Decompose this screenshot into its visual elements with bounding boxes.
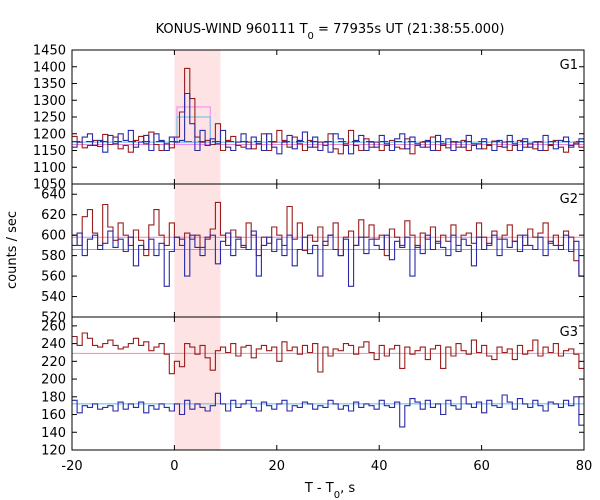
y-tick-label: 1450 — [33, 44, 66, 59]
panels: 105011001150120012501300135014001450G152… — [33, 44, 592, 475]
chart-title-rest: = 77935s UT (21:38:55.000) — [314, 22, 504, 37]
y-axis-label: counts / sec — [5, 211, 20, 289]
y-tick-label: 580 — [41, 249, 66, 264]
series-curve-red — [72, 332, 584, 375]
series-curve-blue — [72, 230, 584, 287]
x-axis-label: T - T0, s — [304, 481, 355, 500]
panel-label: G3 — [560, 325, 578, 340]
y-tick-label: 1200 — [33, 127, 66, 142]
burst-level-box — [176, 116, 211, 143]
chart-title: KONUS-WIND 960111 T0 = 77935s UT (21:38:… — [156, 22, 505, 42]
y-tick-label: 160 — [41, 408, 66, 423]
panel-frame — [71, 316, 585, 451]
y-tick-label: 1100 — [33, 161, 66, 176]
y-tick-label: 180 — [41, 390, 66, 405]
burst-interval-shade — [174, 184, 221, 317]
y-tick-label: 1250 — [33, 111, 66, 126]
x-axis-label-rest: , s — [340, 481, 355, 496]
x-tick-label: 60 — [473, 459, 490, 474]
y-tick-label: 1400 — [33, 60, 66, 75]
y-tick-label: 600 — [41, 229, 66, 244]
burst-interval-shade — [174, 317, 221, 450]
panel-g3: 120 140 160 180 200 220 240 260 G3 — [41, 316, 585, 459]
y-tick-label: 1050 — [33, 178, 66, 193]
y-tick-label: 1300 — [33, 94, 66, 109]
y-tick-label: 1150 — [33, 144, 66, 159]
y-tick-label: 240 — [41, 337, 66, 352]
x-tick-label: 40 — [371, 459, 388, 474]
chart-title-main: KONUS-WIND 960111 T — [156, 22, 308, 37]
x-tick-label: 0 — [170, 459, 178, 474]
y-tick-label: 620 — [41, 208, 66, 223]
panel-label: G1 — [560, 58, 578, 73]
x-tick-label: 80 — [576, 459, 593, 474]
y-tick-label: 260 — [41, 319, 66, 334]
y-tick-label: 220 — [41, 355, 66, 370]
panel-label: G2 — [560, 192, 578, 207]
series-curve-blue — [72, 92, 584, 155]
y-tick-label: 560 — [41, 270, 66, 285]
y-tick-label: 540 — [41, 290, 66, 305]
y-tick-label: 120 — [41, 444, 66, 459]
y-tick-label: 200 — [41, 373, 66, 388]
panel-frame — [71, 49, 585, 185]
x-tick-label: 20 — [269, 459, 286, 474]
y-tick-label: 1350 — [33, 77, 66, 92]
y-tick-label: 520 — [41, 311, 66, 326]
panel-g2: 520 540 560 580 600 620 640 G2 — [41, 183, 585, 326]
chart-title-subscript: 0 — [308, 31, 314, 42]
series-curve-blue — [72, 392, 584, 428]
y-tick-label: 140 — [41, 426, 66, 441]
y-tick-label: 640 — [41, 188, 66, 203]
x-tick-label: -20 — [61, 459, 82, 474]
x-axis-label-main: T - T — [304, 481, 334, 496]
x-axis-label-subscript: 0 — [334, 490, 340, 500]
